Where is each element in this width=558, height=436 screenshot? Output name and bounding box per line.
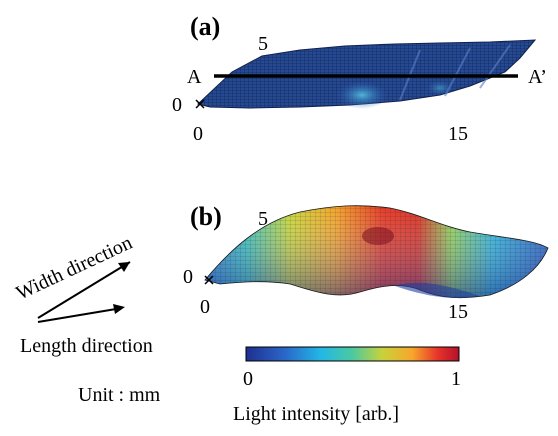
panel-b-surface	[204, 205, 549, 299]
section-label-a-prime: A’	[528, 66, 547, 88]
panel-b-label: (b)	[190, 202, 222, 231]
colorbar-title: Light intensity [arb.]	[233, 403, 399, 425]
panel-a-tick-x-15: 15	[448, 123, 468, 145]
panel-b: (b) 5 0 0 15	[183, 202, 549, 323]
unit-label: Unit : mm	[78, 384, 161, 406]
width-direction-arrow	[37, 261, 131, 319]
panel-a-peak	[336, 81, 388, 109]
panel-a: (a) A A’ 5 0 0 15	[172, 12, 547, 145]
colorbar-gradient	[245, 346, 460, 362]
colorbar-max-label: 1	[451, 368, 461, 390]
width-direction-label: Width direction	[13, 232, 136, 305]
section-label-a: A	[187, 66, 202, 88]
length-direction-arrowhead	[113, 304, 125, 314]
panel-b-tick-x-0: 0	[200, 296, 210, 318]
length-direction-arrow	[37, 307, 123, 323]
panel-a-tick-x-0: 0	[193, 123, 203, 145]
panel-b-origin-mark	[204, 275, 214, 285]
length-direction-label: Length direction	[20, 335, 153, 357]
panel-a-label: (a)	[190, 12, 220, 41]
panel-b-tick-x-15: 15	[448, 301, 468, 323]
panel-a-tick-y-5: 5	[258, 33, 268, 55]
direction-legend: Width direction Length direction Unit : …	[13, 232, 161, 406]
colorbar-min-label: 0	[243, 368, 253, 390]
panel-b-tick-y-5: 5	[258, 208, 268, 230]
colorbar: 0 1 Light intensity [arb.]	[233, 346, 461, 425]
width-direction-arrowhead	[118, 262, 130, 272]
panel-a-surface	[196, 39, 537, 109]
panel-a-origin-mark	[195, 99, 205, 109]
panel-b-peak	[362, 227, 394, 245]
panel-a-tick-y-0: 0	[172, 94, 182, 116]
panel-b-tick-y-0: 0	[183, 266, 193, 288]
